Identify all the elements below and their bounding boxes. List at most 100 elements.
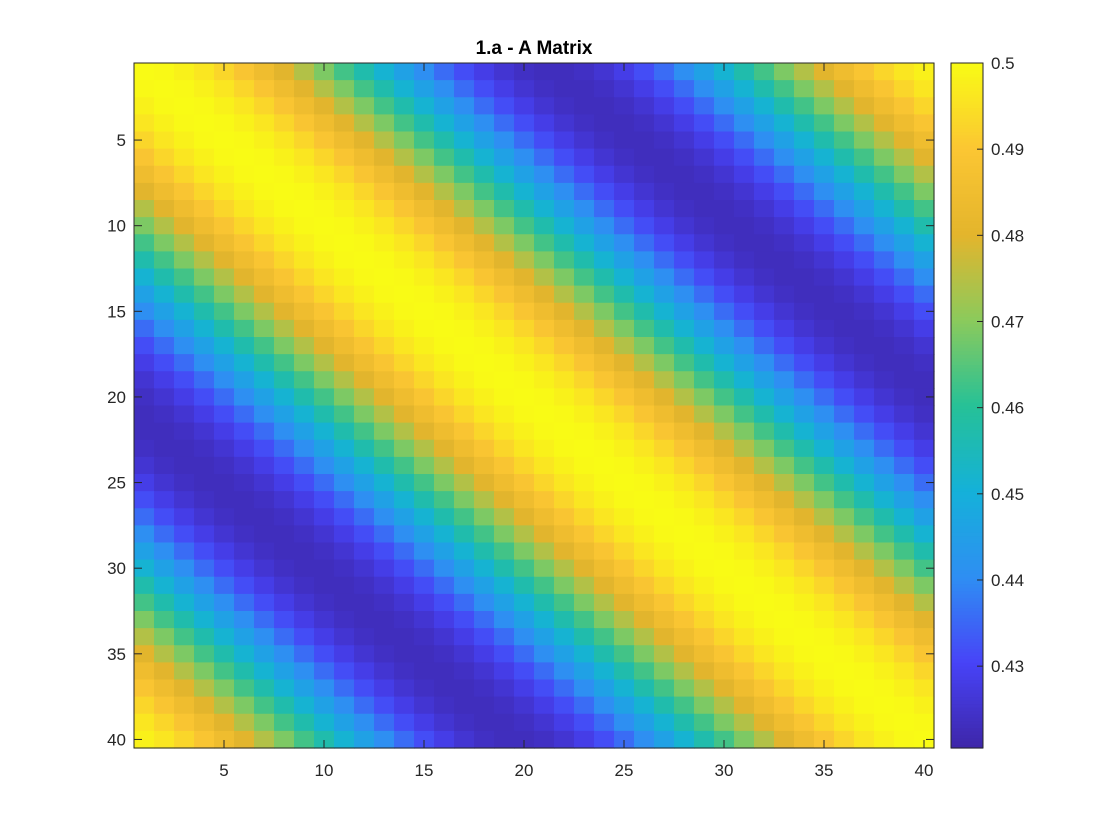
colorbar-segment xyxy=(951,552,983,557)
heatmap-cell xyxy=(874,388,895,407)
colorbar-segment xyxy=(951,415,983,420)
heatmap-cell xyxy=(834,491,855,509)
heatmap-cell xyxy=(194,217,215,235)
heatmap-cell xyxy=(194,696,215,715)
heatmap-cell xyxy=(194,576,215,595)
heatmap-cell xyxy=(334,251,355,270)
heatmap-cell xyxy=(174,491,195,509)
heatmap-cell xyxy=(314,337,335,355)
colorbar-segment xyxy=(951,617,983,622)
heatmap-cell xyxy=(214,593,235,612)
heatmap-cell xyxy=(614,662,635,681)
colorbar-segment xyxy=(951,682,983,687)
heatmap-cell xyxy=(334,474,355,492)
colorbar-segment xyxy=(951,189,983,194)
heatmap-cell xyxy=(254,131,275,150)
heatmap-cell xyxy=(614,696,635,715)
heatmap-cell xyxy=(794,148,815,167)
heatmap-cell xyxy=(214,80,235,98)
heatmap-cell xyxy=(594,114,615,133)
heatmap-cell xyxy=(174,217,195,235)
colorbar-segment xyxy=(951,131,983,136)
heatmap-cell xyxy=(294,474,315,492)
heatmap-cell xyxy=(194,337,215,355)
colorbar-segment xyxy=(951,330,983,335)
colorbar-segment xyxy=(951,254,983,259)
heatmap-cell xyxy=(594,713,615,732)
heatmap-cell xyxy=(154,97,175,115)
heatmap-cell xyxy=(734,302,755,321)
colorbar-segment xyxy=(951,306,983,311)
colorbar-segment xyxy=(951,121,983,126)
heatmap-cell xyxy=(314,165,335,184)
colorbar-segment xyxy=(951,429,983,434)
heatmap-cell xyxy=(834,439,855,458)
colorbar-segment xyxy=(951,247,983,252)
colorbar-segment xyxy=(951,285,983,290)
heatmap-cell xyxy=(614,251,635,270)
heatmap-cell xyxy=(634,628,655,646)
heatmap-cell xyxy=(414,628,435,646)
heatmap-cell xyxy=(354,422,375,441)
heatmap-cell xyxy=(414,456,435,475)
heatmap-cell xyxy=(734,114,755,133)
heatmap-cell xyxy=(774,713,795,732)
colorbar-segment xyxy=(951,652,983,657)
heatmap-cell xyxy=(754,165,775,184)
heatmap-cell xyxy=(894,439,915,458)
heatmap-cell xyxy=(254,354,275,372)
colorbar-segment xyxy=(951,744,983,749)
heatmap-cell xyxy=(634,713,655,732)
heatmap-cell xyxy=(414,268,435,287)
colorbar-segment xyxy=(951,97,983,102)
heatmap-cell xyxy=(614,611,635,629)
heatmap-cell xyxy=(594,593,615,612)
heatmap-cell xyxy=(194,354,215,372)
heatmap-cell xyxy=(774,200,795,218)
heatmap-cell xyxy=(574,80,595,98)
heatmap-cell xyxy=(854,679,875,698)
heatmap-cell xyxy=(474,491,495,509)
heatmap-cell xyxy=(674,628,695,646)
heatmap-cell xyxy=(674,114,695,133)
heatmap-cell xyxy=(874,337,895,355)
heatmap-cell xyxy=(394,456,415,475)
heatmap-cell xyxy=(874,217,895,235)
heatmap-cell xyxy=(454,182,475,201)
colorbar-segment xyxy=(951,66,983,71)
colorbar-segment xyxy=(951,90,983,95)
heatmap-cell xyxy=(174,730,195,749)
heatmap-cell xyxy=(614,97,635,115)
heatmap-cell xyxy=(214,662,235,681)
colorbar-segment xyxy=(951,487,983,492)
heatmap-cell xyxy=(134,491,155,509)
heatmap-cell xyxy=(434,114,455,133)
heatmap-cell xyxy=(174,611,195,629)
heatmap-cell xyxy=(694,80,715,98)
heatmap-cell xyxy=(714,611,735,629)
heatmap-cell xyxy=(874,508,895,526)
heatmap-cell xyxy=(574,696,595,715)
heatmap-cell xyxy=(854,114,875,133)
colorbar-segment xyxy=(951,217,983,222)
heatmap-cell xyxy=(394,131,415,150)
heatmap-cell xyxy=(374,713,395,732)
heatmap-cell xyxy=(334,131,355,150)
heatmap-cell xyxy=(294,713,315,732)
heatmap-cell xyxy=(434,200,455,218)
heatmap-cell xyxy=(754,730,775,749)
heatmap-cell xyxy=(714,268,735,287)
colorbar-segment xyxy=(951,607,983,612)
heatmap-cell xyxy=(814,508,835,526)
heatmap-cell xyxy=(254,234,275,252)
heatmap-cell xyxy=(374,319,395,338)
colorbar-segment xyxy=(951,271,983,276)
heatmap-cell xyxy=(334,200,355,218)
heatmap-cell xyxy=(494,148,515,167)
heatmap-cell xyxy=(674,576,695,595)
heatmap-cell xyxy=(214,217,235,235)
heatmap-cell xyxy=(154,319,175,338)
colorbar-segment xyxy=(951,206,983,211)
heatmap-cell xyxy=(134,662,155,681)
heatmap-cell xyxy=(754,80,775,98)
